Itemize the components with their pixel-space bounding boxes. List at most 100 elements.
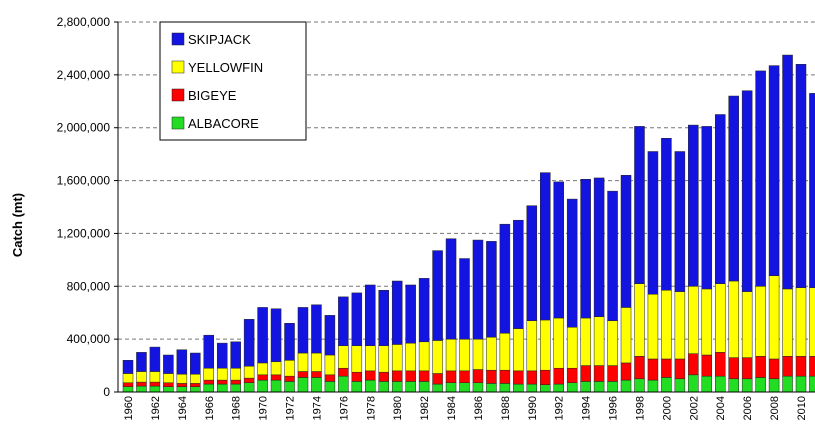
bar-segment (351, 292, 363, 346)
legend-swatch (171, 116, 185, 130)
bar-segment (432, 383, 443, 393)
bar-segment (661, 377, 672, 393)
legend-swatch (171, 88, 185, 102)
bar-segment (190, 383, 201, 387)
x-tick-label: 1974 (311, 396, 323, 420)
bar-segment (513, 328, 524, 372)
bar-segment (230, 379, 241, 385)
bar-segment (674, 358, 686, 380)
bar-segment (445, 382, 457, 393)
bar-segment (741, 90, 753, 292)
legend-label: YELLOWFIN (188, 60, 263, 75)
bar-segment (566, 367, 578, 384)
bar-segment (243, 365, 255, 379)
bar-segment (634, 356, 645, 380)
bar-segment (499, 383, 511, 393)
bar-segment (216, 383, 228, 393)
bar-segment (351, 345, 363, 373)
x-tick-label: 1960 (123, 396, 135, 420)
bar-segment (782, 356, 793, 377)
bar-segment (378, 371, 389, 382)
bar-segment (405, 284, 416, 344)
bar-segment (688, 124, 699, 287)
bar-segment (136, 371, 147, 383)
bar-segment (163, 382, 174, 387)
bar-segment (190, 373, 201, 384)
y-tick-label: 1,200,000 (57, 226, 111, 240)
bar-segment (297, 307, 309, 354)
bar-segment (136, 385, 147, 393)
bar-segment (593, 365, 605, 382)
bar-segment (755, 70, 766, 287)
bar-segment (647, 293, 659, 360)
bar-segment (365, 345, 376, 372)
bar-segment (203, 383, 215, 393)
bar-segment (432, 340, 443, 374)
x-tick-label: 2008 (769, 396, 781, 420)
bar-segment (190, 352, 201, 375)
bar-segment (338, 375, 349, 393)
bar-segment (607, 320, 618, 366)
legend-label: ALBACORE (188, 116, 259, 131)
bar-segment (351, 371, 363, 382)
y-tick-label: 2,800,000 (57, 15, 111, 29)
bar-segment (553, 317, 564, 369)
x-tick-label: 1996 (608, 396, 620, 420)
bar-segment (459, 370, 470, 384)
bar-segment (297, 371, 309, 378)
bar-segment (741, 378, 753, 393)
bar-segment (203, 334, 215, 369)
bar-segment (472, 239, 484, 340)
bar-segment (432, 250, 443, 341)
bar-segment (795, 64, 807, 288)
bar-segment (513, 370, 524, 385)
bar-segment (230, 341, 241, 369)
bar-segment (324, 381, 336, 393)
y-tick-label: 1,600,000 (57, 174, 111, 188)
bar-segment (365, 284, 376, 347)
y-tick-label: 400,000 (67, 332, 111, 346)
bar-segment (674, 291, 686, 360)
bar-segment (553, 367, 564, 385)
x-tick-label: 1970 (258, 396, 270, 420)
bar-segment (391, 280, 403, 345)
bar-segment (472, 338, 484, 370)
x-tick-label: 1978 (365, 396, 377, 420)
bar-segment (324, 354, 336, 376)
bar-segment (459, 338, 470, 372)
bar-segment (378, 290, 389, 346)
bar-segment (203, 367, 215, 381)
bar-segment (566, 327, 578, 369)
bar-segment (768, 275, 780, 360)
legend-label: SKIPJACK (188, 32, 251, 47)
bar-segment (122, 382, 134, 387)
x-tick-label: 1964 (177, 396, 189, 420)
bar-segment (755, 356, 766, 378)
bar-segment (540, 172, 551, 321)
bar-segment (311, 352, 322, 372)
bar-segment (526, 370, 538, 385)
bar-segment (338, 367, 349, 377)
bar-segment (445, 338, 457, 372)
bar-segment (513, 383, 524, 393)
bar-segment (418, 370, 430, 382)
bar-segment (701, 288, 713, 356)
bar-segment (661, 138, 672, 291)
bar-segment (620, 362, 632, 381)
bar-segment (338, 345, 349, 369)
bar-segment (674, 378, 686, 393)
bar-segment (782, 54, 793, 290)
bar-segment (593, 316, 605, 366)
bar-segment (459, 382, 470, 393)
bar-segment (647, 151, 659, 295)
x-tick-label: 1982 (419, 396, 431, 420)
bar-segment (634, 378, 645, 393)
bar-segment (122, 360, 134, 374)
bar-segment (190, 386, 201, 393)
bar-segment (243, 319, 255, 367)
y-tick-label: 800,000 (67, 279, 111, 293)
bar-segment (149, 371, 161, 383)
bar-segment (270, 361, 282, 376)
bar-segment (418, 278, 430, 343)
